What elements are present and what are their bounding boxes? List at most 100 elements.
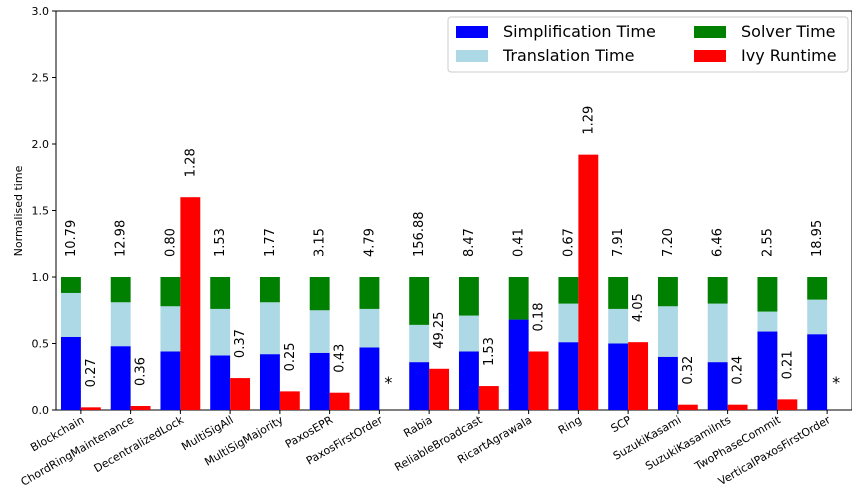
y-tick-label: 2.5 [32,72,50,85]
ivy-runtime-label: 0.21 [780,350,795,379]
bar-solver-time [309,277,330,311]
bar-translation-time [707,303,728,363]
stack-total-label: 4.79 [362,228,377,257]
stack-total-label: 0.67 [561,228,576,257]
ivy-runtime-label: 0.25 [283,342,298,371]
ivy-runtime-label: 0.24 [731,356,746,385]
bar-ivy-runtime [478,386,499,410]
ivy-runtime-label: 4.05 [631,293,646,322]
ivy-runtime-label: 1.29 [581,106,596,135]
legend-swatch-ivy-runtime [694,50,726,62]
ivy-runtime-label: 1.53 [482,337,497,366]
bar-ivy-runtime [279,391,300,410]
bar-ivy-runtime [80,407,101,410]
bar-simplification-time [707,362,728,410]
bar-simplification-time [309,352,330,410]
legend-swatch-solver-time [694,26,726,38]
bar-translation-time [259,302,280,355]
bar-solver-time [359,277,380,309]
bar-solver-time [458,277,479,316]
stack-total-label: 2.55 [760,228,775,257]
bar-solver-time [60,277,81,293]
bar-translation-time [458,315,479,352]
bar-translation-time [807,299,828,335]
bar-simplification-time [409,362,430,410]
bar-ivy-runtime [180,197,201,410]
bar-simplification-time [210,355,231,410]
stack-total-label: 156.88 [412,212,427,258]
bar-solver-time [707,277,728,304]
ivy-runtime-label: 0.18 [532,303,547,332]
bar-solver-time [259,277,280,303]
bar-solver-time [508,277,529,320]
x-tick-label: Ring [556,413,584,437]
stack-total-label: 3.15 [313,228,328,257]
bar-solver-time [657,277,678,307]
bar-solver-time [409,277,430,325]
ivy-runtime-label: * [384,373,392,392]
ivy-runtime-label: 1.28 [183,148,198,177]
bar-translation-time [60,292,81,337]
y-tick-label: 0.5 [32,338,50,351]
bar-ivy-runtime [528,351,549,410]
stack-total-label: 6.46 [711,228,726,257]
plot-area: 0.00.51.01.52.02.53.010.790.27Blockchain… [19,5,852,489]
legend-box [447,16,849,73]
y-tick-label: 3.0 [32,5,50,18]
x-tick-label: SCP [609,413,634,435]
bar-simplification-time [508,319,529,410]
bar-solver-time [757,277,778,312]
ivy-runtime-label: 0.43 [333,344,348,373]
y-tick-label: 0.0 [32,404,50,417]
legend-label-ivy-runtime: Ivy Runtime [741,46,837,65]
ivy-runtime-label: 0.32 [681,356,696,385]
x-tick-label: ReliableBroadcast [392,413,485,474]
stack-total-label: 1.77 [263,228,278,257]
legend-label-translation-time: Translation Time [502,46,634,65]
bar-translation-time [608,308,629,344]
bar-solver-time [608,277,629,309]
stack-total-label: 12.98 [114,220,129,257]
bar-ivy-runtime [130,406,151,410]
bar-ivy-runtime [429,368,450,410]
stack-total-label: 1.53 [213,228,228,257]
legend-label-solver-time: Solver Time [741,22,836,41]
legend: Simplification Time Translation Time Solve… [447,16,849,73]
x-tick-label: Rabia [401,413,434,440]
bar-ivy-runtime [628,342,649,410]
stack-total-label: 7.91 [611,228,626,257]
ivy-runtime-label: * [832,373,840,392]
y-tick-label: 1.5 [32,205,50,218]
bar-simplification-time [359,347,380,410]
bar-simplification-time [160,351,181,410]
x-tick-label: SuzukiKasamiInts [643,413,733,473]
stack-total-label: 10.79 [64,220,79,257]
bar-translation-time [657,306,678,357]
bar-simplification-time [558,342,579,410]
ivy-runtime-label: 0.37 [233,329,248,358]
bar-simplification-time [657,356,678,410]
bar-simplification-time [60,336,81,410]
legend-swatch-translation-time [456,50,488,62]
bar-solver-time [160,277,181,307]
stack-total-label: 0.80 [163,228,178,257]
ivy-runtime-label: 0.27 [84,358,99,387]
bar-simplification-time [807,334,828,410]
y-tick-label: 1.0 [32,271,50,284]
bar-translation-time [558,303,579,343]
bar-ivy-runtime [777,399,798,410]
bar-ivy-runtime [230,378,251,410]
bar-translation-time [160,306,181,352]
bar-ivy-runtime [727,404,748,410]
bar-translation-time [359,308,380,348]
stack-total-label: 8.47 [462,228,477,257]
y-tick-label: 2.0 [32,138,50,151]
bar-simplification-time [458,351,479,410]
y-axis-label: Normalised time [12,165,25,256]
bar-solver-time [807,277,828,300]
stack-total-label: 7.20 [661,228,676,257]
bar-solver-time [210,277,231,309]
bar-simplification-time [259,354,280,410]
bar-translation-time [309,310,330,353]
